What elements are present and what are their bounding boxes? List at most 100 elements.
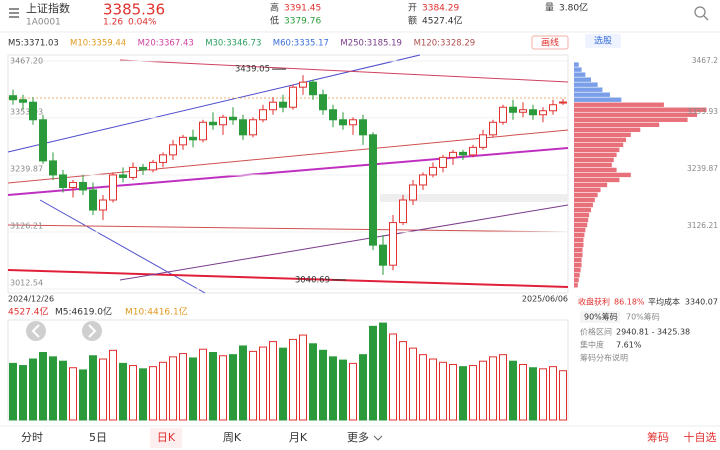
x-label: 2025/06/06 bbox=[522, 295, 568, 304]
candle-body bbox=[199, 121, 207, 141]
candle-body bbox=[289, 86, 297, 108]
pick-button[interactable] bbox=[585, 34, 621, 48]
tab[interactable]: 5日 bbox=[89, 431, 107, 444]
chip-button[interactable]: 筹码 bbox=[647, 430, 669, 444]
chip-stat: 3340.07 bbox=[685, 298, 718, 307]
volume-header: 4527.4亿 bbox=[8, 306, 49, 318]
pick-button-label[interactable]: 选股 bbox=[594, 35, 612, 47]
volume-bar bbox=[139, 368, 147, 421]
chip-bar bbox=[574, 87, 603, 92]
candle-body bbox=[359, 119, 367, 136]
candle-body bbox=[9, 95, 17, 101]
volume-bar bbox=[389, 333, 397, 421]
chip-bar bbox=[574, 257, 582, 263]
tab[interactable]: 分时 bbox=[21, 431, 43, 444]
candle-body bbox=[129, 166, 137, 178]
volume-bar bbox=[49, 356, 57, 421]
chip-stat: 70%筹码 bbox=[626, 312, 660, 322]
tab-bar: 分时 5日 日K 周K 月K 更多 bbox=[21, 428, 383, 448]
watch-button[interactable]: 十自选 bbox=[684, 430, 717, 444]
chip-bar bbox=[574, 242, 584, 248]
volume-bar bbox=[379, 322, 387, 421]
candle-body bbox=[519, 109, 527, 113]
chip-bar bbox=[574, 92, 610, 97]
chip-stat: 90%筹码 bbox=[584, 312, 618, 322]
volume-bar bbox=[159, 361, 167, 421]
label: 低 bbox=[270, 15, 279, 27]
annotation: 3040.69 bbox=[295, 275, 330, 285]
volume-bar bbox=[79, 369, 87, 421]
tab[interactable]: 月K bbox=[289, 431, 308, 444]
candle-body bbox=[169, 144, 177, 156]
chip-bar bbox=[574, 197, 595, 203]
search-icon[interactable] bbox=[694, 6, 709, 21]
chip-bar bbox=[574, 117, 688, 122]
chip-bar bbox=[574, 222, 588, 228]
candle-body bbox=[239, 119, 247, 136]
tab[interactable]: 日K bbox=[157, 431, 176, 444]
y-tick-label: 3239.87 bbox=[10, 165, 43, 174]
chip-bar bbox=[574, 202, 593, 208]
volume-bar bbox=[129, 365, 137, 421]
candle-body bbox=[419, 174, 427, 186]
menu-icon[interactable] bbox=[9, 8, 19, 18]
candle-body bbox=[329, 109, 337, 121]
candle-body bbox=[399, 199, 407, 224]
chip-bar bbox=[574, 67, 582, 72]
tab[interactable]: 周K bbox=[223, 431, 242, 444]
chip-bar bbox=[574, 157, 614, 163]
candle-body bbox=[139, 166, 147, 171]
next-button[interactable] bbox=[82, 321, 102, 341]
ma-label: M30:3346.73 bbox=[205, 39, 261, 49]
candle-body bbox=[479, 134, 487, 148]
candle-body bbox=[89, 189, 97, 211]
ma-label: M10:3359.44 bbox=[70, 39, 126, 49]
volume-bar bbox=[179, 353, 187, 421]
chip-tab[interactable] bbox=[580, 311, 620, 323]
ma-label: M20:3367.43 bbox=[138, 39, 194, 49]
value: 3384.29 bbox=[422, 4, 459, 14]
tab[interactable]: 更多 bbox=[347, 430, 369, 444]
candle-body bbox=[269, 101, 277, 111]
chip-bar bbox=[574, 278, 579, 283]
volume-bar bbox=[499, 354, 507, 421]
volume-bar bbox=[449, 363, 457, 421]
ma-row: M5:3371.03 M10:3359.44 M20:3367.43 M30:3346… bbox=[8, 39, 475, 49]
volume-bar bbox=[559, 370, 567, 421]
chip-bar bbox=[574, 127, 641, 133]
candle-body bbox=[49, 160, 57, 176]
volume-bar bbox=[429, 358, 437, 421]
draw-button[interactable] bbox=[531, 35, 569, 50]
candle-body bbox=[339, 119, 347, 126]
candle-body bbox=[469, 146, 477, 156]
candle-body bbox=[449, 151, 457, 158]
chip-tick-label: 3239.87 bbox=[687, 164, 718, 173]
ma-label: M5:3371.03 bbox=[8, 39, 59, 49]
volume-bar bbox=[209, 351, 217, 421]
candle-body bbox=[349, 119, 357, 126]
chip-stat: 筹码分布说明 bbox=[580, 353, 628, 363]
prev-button[interactable] bbox=[26, 321, 46, 341]
chip-bar bbox=[574, 107, 707, 112]
volume-bar bbox=[99, 358, 107, 421]
draw-button-label[interactable]: 画线 bbox=[541, 37, 559, 49]
chip-bar bbox=[574, 172, 631, 178]
chip-bar bbox=[574, 147, 620, 153]
main-frame bbox=[7, 54, 569, 294]
chip-bar bbox=[574, 62, 579, 67]
chip-bar bbox=[574, 132, 631, 138]
volume-bar bbox=[219, 355, 227, 421]
candle-body bbox=[369, 134, 377, 246]
volume-bar bbox=[279, 347, 287, 421]
candle-body bbox=[79, 181, 87, 191]
value: 3.80亿 bbox=[559, 2, 588, 14]
chip-tick-label: 3353.93 bbox=[687, 107, 718, 116]
chip-bar bbox=[574, 232, 585, 238]
volume-bar bbox=[519, 363, 527, 421]
y-tick-label: 3126.21 bbox=[10, 221, 43, 230]
chip-bar bbox=[574, 142, 624, 148]
candle-body bbox=[389, 222, 397, 266]
price: 3385.36 bbox=[103, 1, 165, 19]
volume-bar bbox=[39, 351, 47, 421]
